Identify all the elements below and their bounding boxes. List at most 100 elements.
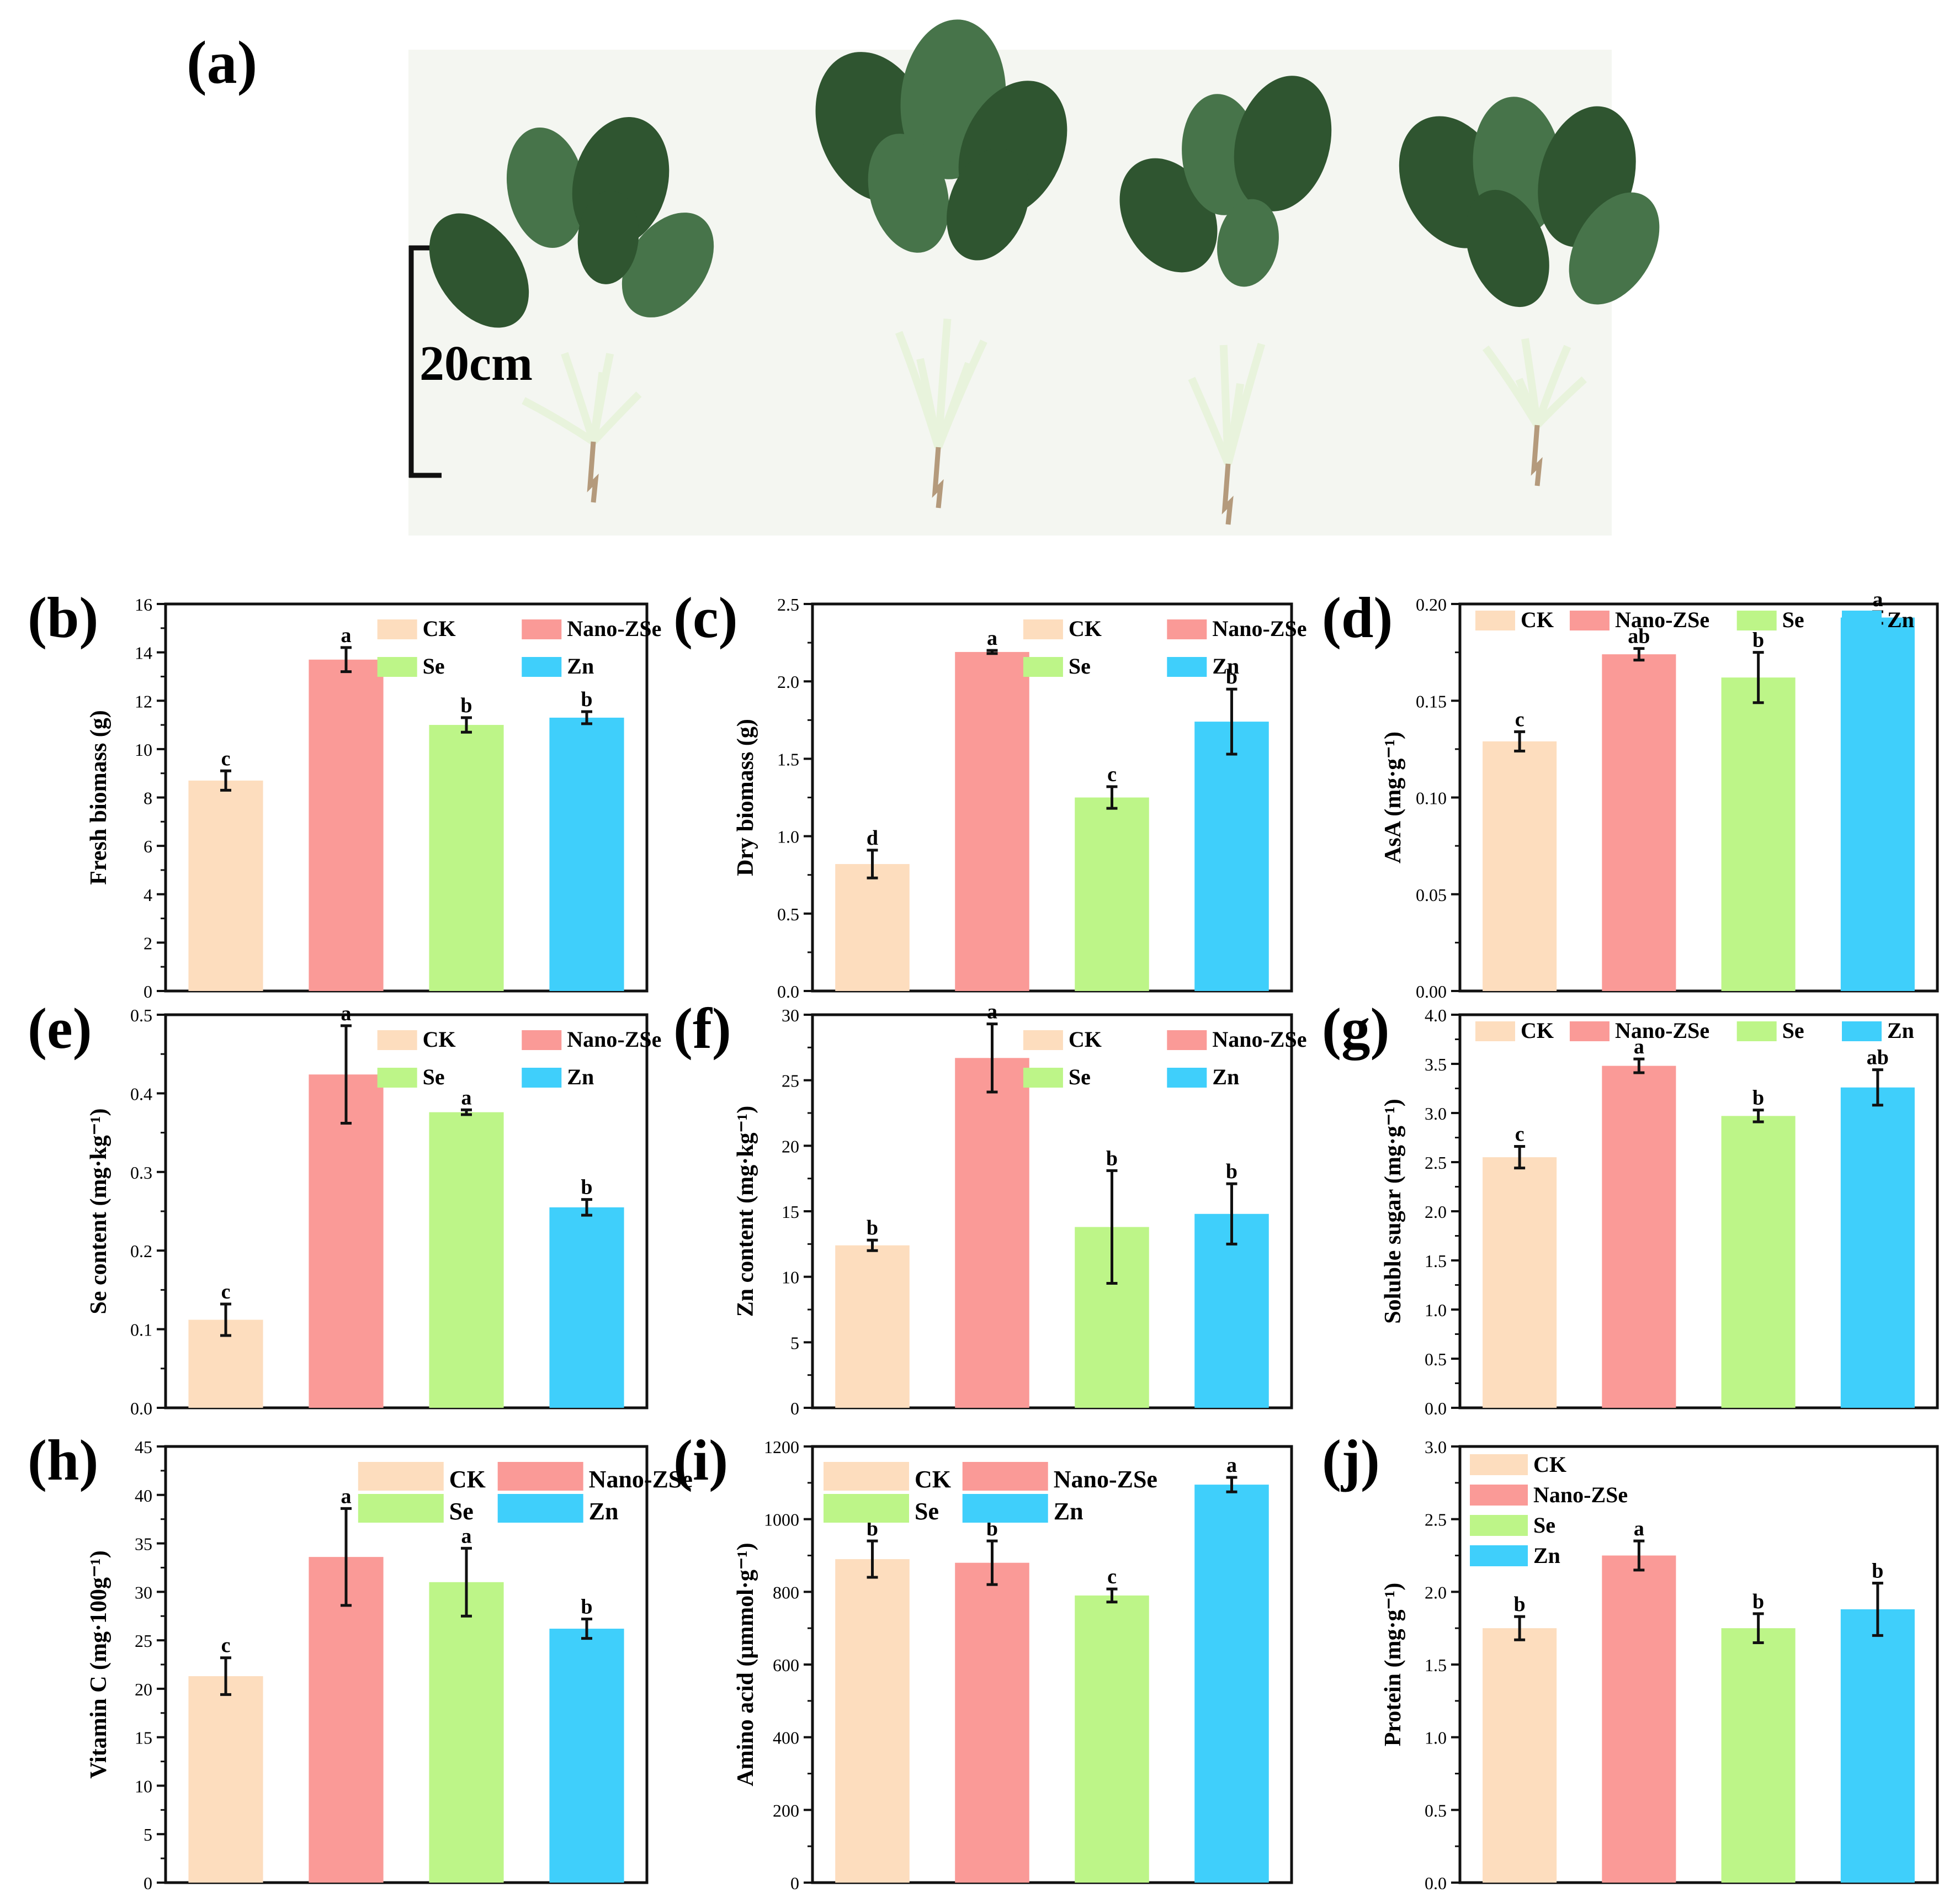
bar-nano-zse — [309, 659, 384, 991]
y-tick-label: 600 — [773, 1655, 799, 1675]
bar-ck — [1483, 1628, 1557, 1883]
legend-label: Se — [1069, 1064, 1091, 1089]
y-tick-label: 25 — [135, 1631, 152, 1651]
legend-label: CK — [1069, 616, 1102, 641]
legend-label: Zn — [1054, 1498, 1083, 1525]
y-axis-label: AsA (mg·g⁻¹) — [1380, 732, 1406, 863]
y-tick-label: 10 — [135, 740, 152, 760]
legend-label: Nano-ZSe — [1212, 616, 1306, 641]
panel-label: (b) — [28, 585, 98, 650]
y-tick-label: 2.0 — [1425, 1582, 1447, 1602]
chart-grid: (b) 0 2 4 6 8 10 12 14 16 Fresh biomass (g) c a b b CK N… — [0, 547, 1960, 1892]
legend-swatch-zn — [1167, 657, 1207, 677]
chart-i: (i) 0 200 400 600 800 1000 1200 Amino acid (μmmo… — [673, 1428, 1293, 1892]
scale-label: 20cm — [419, 336, 533, 391]
bar-zn — [1194, 722, 1269, 991]
legend-swatch-se — [824, 1494, 909, 1523]
significance-letter: a — [341, 1002, 352, 1025]
legend-label: Zn — [567, 1064, 594, 1089]
legend-swatch-nano-zse — [1167, 619, 1207, 639]
significance-letter: d — [867, 826, 878, 850]
plant-stem — [1224, 383, 1244, 465]
y-tick-label: 0.0 — [777, 982, 799, 1001]
y-tick-label: 0.0 — [130, 1398, 152, 1418]
bar-nano-zse — [309, 1074, 384, 1408]
y-tick-label: 0 — [144, 982, 152, 1001]
legend-swatch-nano-zse — [522, 619, 562, 639]
bar-ck — [188, 1676, 263, 1883]
y-tick-label: 2.0 — [1425, 1202, 1447, 1222]
y-tick-label: 1000 — [764, 1510, 799, 1530]
y-tick-label: 0.5 — [777, 904, 799, 924]
legend: CK Nano-ZSe Se Zn — [377, 616, 661, 679]
bar-ck — [835, 864, 910, 991]
legend-swatch-zn — [522, 657, 562, 677]
chart-c: (c) 0.0 0.5 1.0 1.5 2.0 2.5 Dry biomass (g) d a c b… — [673, 585, 1306, 1001]
bar-zn — [1194, 1485, 1269, 1883]
significance-letter: b — [1752, 1590, 1764, 1613]
legend-label: Nano-ZSe — [1533, 1482, 1628, 1507]
y-tick-label: 5 — [144, 1825, 152, 1845]
legend-label: CK — [423, 1027, 456, 1052]
legend-label: Nano-ZSe — [567, 616, 661, 641]
y-tick-label: 0.3 — [130, 1163, 152, 1183]
y-axis-label: Zn content (mg·kg⁻¹) — [733, 1106, 758, 1317]
legend-swatch-nano-zse — [1569, 611, 1610, 630]
panel-label: (c) — [673, 585, 738, 650]
significance-letter: a — [341, 624, 352, 647]
y-tick-label: 30 — [782, 1005, 799, 1025]
plant-leaf — [622, 213, 714, 317]
bar-zn — [1194, 1213, 1269, 1408]
y-tick-label: 30 — [135, 1582, 152, 1602]
plant-leaf — [506, 127, 586, 248]
legend-label: Zn — [1533, 1543, 1560, 1568]
bar-zn — [549, 717, 624, 991]
legend-swatch-se — [358, 1494, 444, 1523]
significance-letter: b — [867, 1517, 878, 1540]
plant-leaf — [1217, 199, 1279, 287]
y-tick-label: 0.2 — [130, 1241, 152, 1261]
significance-letter: ab — [1867, 1046, 1889, 1069]
legend-swatch-ck — [1470, 1454, 1528, 1475]
legend-swatch-nano-zse — [497, 1462, 583, 1491]
y-tick-label: 25 — [782, 1071, 799, 1091]
panel-label-a: (a) — [187, 29, 257, 96]
legend-swatch-zn — [1167, 1068, 1207, 1088]
y-tick-label: 0.4 — [130, 1084, 152, 1104]
legend-swatch-zn — [1470, 1545, 1528, 1566]
legend-swatch-se — [1023, 1068, 1063, 1088]
legend-label: Se — [423, 1064, 445, 1089]
legend-label: Zn — [1212, 654, 1239, 679]
y-tick-label: 0.00 — [1416, 982, 1447, 1001]
significance-letter: a — [987, 627, 997, 650]
bar-ck — [835, 1245, 910, 1408]
y-tick-label: 0 — [144, 1873, 152, 1889]
legend-label: Nano-ZSe — [567, 1027, 661, 1052]
legend-label: Zn — [1887, 1018, 1914, 1043]
plant-photo: (a) 20cm — [187, 19, 1660, 536]
y-tick-label: 0.5 — [130, 1005, 152, 1025]
significance-letter: c — [1107, 1565, 1117, 1588]
plant-stem — [589, 372, 607, 442]
significance-letter: b — [1226, 665, 1237, 688]
significance-letter: a — [341, 1485, 352, 1508]
significance-letter: c — [1515, 708, 1525, 731]
y-tick-label: 0.5 — [1425, 1349, 1447, 1369]
legend-label: CK — [1533, 1452, 1566, 1477]
chart-j: (j) 0.0 0.5 1.0 1.5 2.0 2.5 3.0 Protein (mg·g⁻¹)… — [1322, 1428, 1939, 1892]
bar-ck — [188, 780, 263, 991]
significance-letter: a — [461, 1086, 472, 1109]
chart-b: (b) 0 2 4 6 8 10 12 14 16 Fresh biomass (g) c a b b CK N… — [28, 585, 661, 1001]
y-tick-label: 3.0 — [1425, 1437, 1447, 1457]
y-axis-label: Amino acid (μmmol·g⁻¹) — [733, 1543, 758, 1786]
plant-root — [1221, 463, 1234, 525]
legend-label: Nano-ZSe — [1615, 1018, 1709, 1043]
bar-se — [1075, 797, 1149, 991]
legend-swatch-zn — [497, 1494, 583, 1523]
legend-swatch-nano-zse — [1167, 1030, 1207, 1050]
legend: CK Nano-ZSe Se Zn — [1475, 1018, 1914, 1043]
legend-swatch-nano-zse — [522, 1030, 562, 1050]
legend-swatch-nano-zse — [1569, 1021, 1610, 1041]
y-tick-label: 1.0 — [777, 827, 799, 847]
